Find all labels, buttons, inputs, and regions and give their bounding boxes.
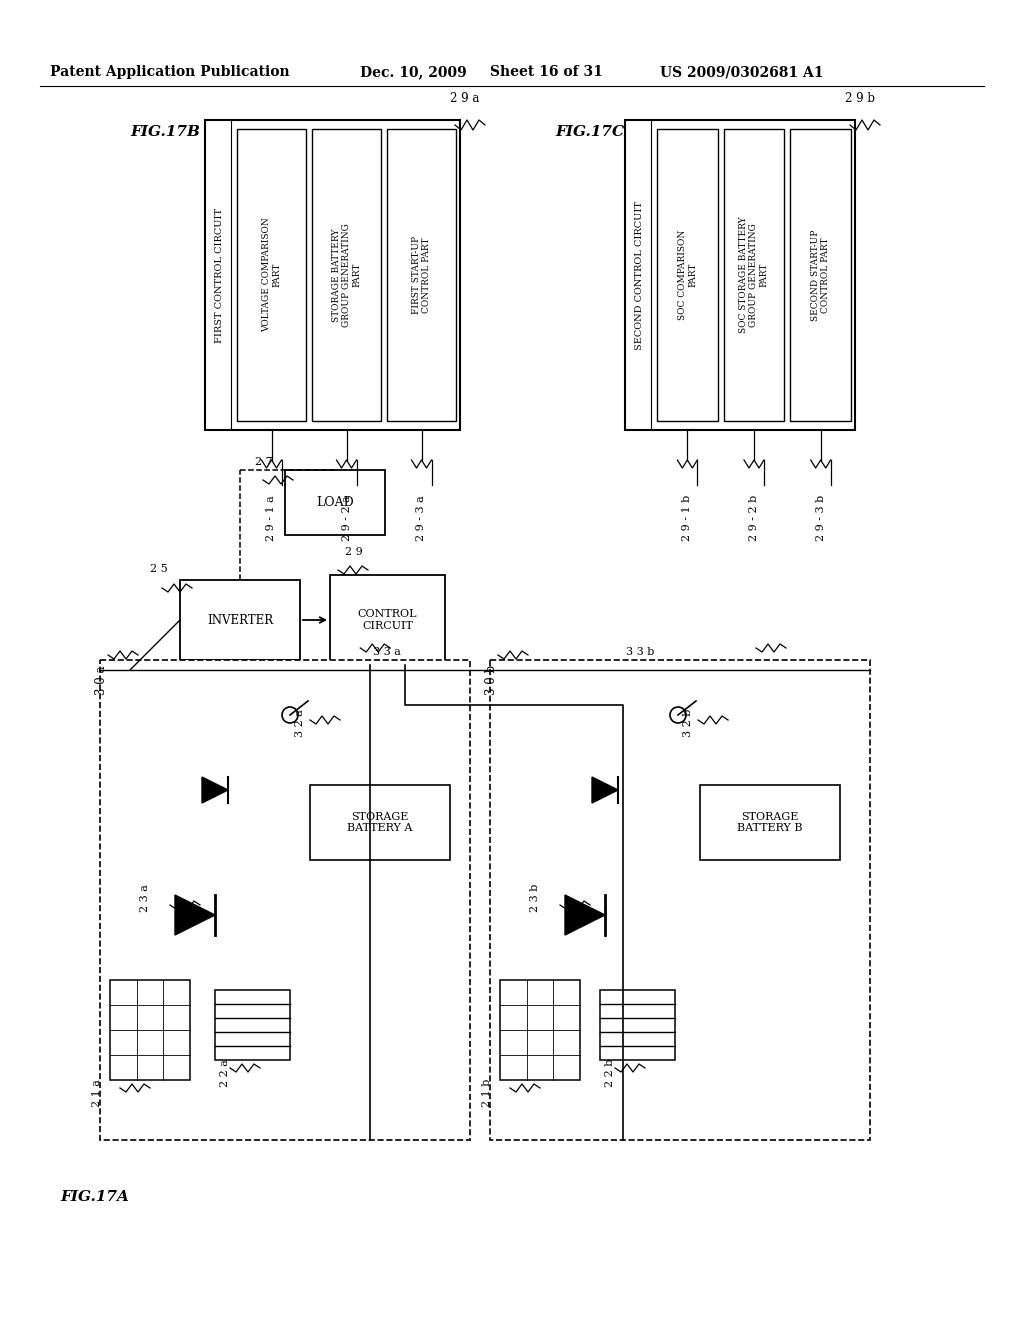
Bar <box>600 990 675 1060</box>
Polygon shape <box>592 777 618 803</box>
Text: 2 3 b: 2 3 b <box>530 883 540 912</box>
Text: LOAD: LOAD <box>316 496 354 510</box>
Text: CONTROL
CIRCUIT: CONTROL CIRCUIT <box>357 610 417 631</box>
Text: 2 3 a: 2 3 a <box>140 884 150 912</box>
Text: SOC COMPARISON
PART: SOC COMPARISON PART <box>678 230 697 321</box>
Bar <box>724 129 784 421</box>
Bar <box>700 785 840 861</box>
Bar <box>657 129 718 421</box>
Text: 2 9 - 3 b: 2 9 - 3 b <box>816 495 825 541</box>
Bar <box>205 120 460 430</box>
Text: 2 2 b: 2 2 b <box>605 1059 615 1086</box>
Bar <box>312 129 381 421</box>
Text: SOC STORAGE BATTERY
GROUP GENERATING
PART: SOC STORAGE BATTERY GROUP GENERATING PAR… <box>739 216 769 334</box>
Bar <box>500 979 580 1080</box>
Text: INVERTER: INVERTER <box>207 614 273 627</box>
Text: 2 9 - 1 a: 2 9 - 1 a <box>266 495 276 541</box>
Bar <box>791 129 851 421</box>
Text: SECOND CONTROL CIRCUIT: SECOND CONTROL CIRCUIT <box>635 201 643 350</box>
Text: STORAGE
BATTERY B: STORAGE BATTERY B <box>737 812 803 833</box>
Text: STORAGE
BATTERY A: STORAGE BATTERY A <box>347 812 413 833</box>
Bar <box>180 579 300 660</box>
Text: STORAGE BATTERY
GROUP GENERATING
PART: STORAGE BATTERY GROUP GENERATING PART <box>332 223 361 327</box>
Bar <box>285 470 385 535</box>
Text: 2 9 a: 2 9 a <box>450 92 479 106</box>
Text: FIRST CONTROL CIRCUIT: FIRST CONTROL CIRCUIT <box>214 207 223 343</box>
Text: FIG.17B: FIG.17B <box>130 125 200 139</box>
Text: Patent Application Publication: Patent Application Publication <box>50 65 290 79</box>
Bar <box>387 129 456 421</box>
Text: 2 5: 2 5 <box>150 564 168 574</box>
Polygon shape <box>202 777 228 803</box>
Text: 3 0 a: 3 0 a <box>95 665 108 694</box>
Bar <box>110 979 190 1080</box>
Text: 3 0 b: 3 0 b <box>485 665 498 696</box>
Polygon shape <box>175 895 215 935</box>
Text: US 2009/0302681 A1: US 2009/0302681 A1 <box>660 65 823 79</box>
Text: VOLTAGE COMPARISON
PART: VOLTAGE COMPARISON PART <box>262 218 282 333</box>
Bar <box>310 785 450 861</box>
Bar <box>330 576 445 665</box>
Text: 2 9 - 2 a: 2 9 - 2 a <box>341 495 351 541</box>
Text: Dec. 10, 2009: Dec. 10, 2009 <box>360 65 467 79</box>
Text: 2 1 b: 2 1 b <box>482 1078 492 1107</box>
Text: 3 3 a: 3 3 a <box>374 647 401 657</box>
Bar <box>490 660 870 1140</box>
Bar <box>215 990 290 1060</box>
Text: 2 9 - 1 b: 2 9 - 1 b <box>682 495 692 541</box>
Text: 2 7: 2 7 <box>255 457 272 467</box>
Text: 3 2 a: 3 2 a <box>295 709 305 737</box>
Text: FIRST START-UP
CONTROL PART: FIRST START-UP CONTROL PART <box>412 236 431 314</box>
Text: 2 9 b: 2 9 b <box>845 92 874 106</box>
Text: 2 9: 2 9 <box>345 546 362 557</box>
Text: Sheet 16 of 31: Sheet 16 of 31 <box>490 65 603 79</box>
Text: 2 2 a: 2 2 a <box>220 1059 230 1086</box>
Text: SECOND START-UP
CONTROL PART: SECOND START-UP CONTROL PART <box>811 230 830 321</box>
Text: 2 9 - 3 a: 2 9 - 3 a <box>417 495 427 541</box>
Text: 3 3 b: 3 3 b <box>626 647 654 657</box>
Bar <box>625 120 855 430</box>
Text: 2 1 a: 2 1 a <box>92 1080 102 1107</box>
Text: 3 2 b: 3 2 b <box>683 709 693 737</box>
Text: FIG.17A: FIG.17A <box>60 1191 129 1204</box>
Polygon shape <box>565 895 605 935</box>
Bar <box>237 129 306 421</box>
Text: 2 9 - 2 b: 2 9 - 2 b <box>749 495 759 541</box>
Text: FIG.17C: FIG.17C <box>555 125 624 139</box>
Bar <box>100 660 470 1140</box>
